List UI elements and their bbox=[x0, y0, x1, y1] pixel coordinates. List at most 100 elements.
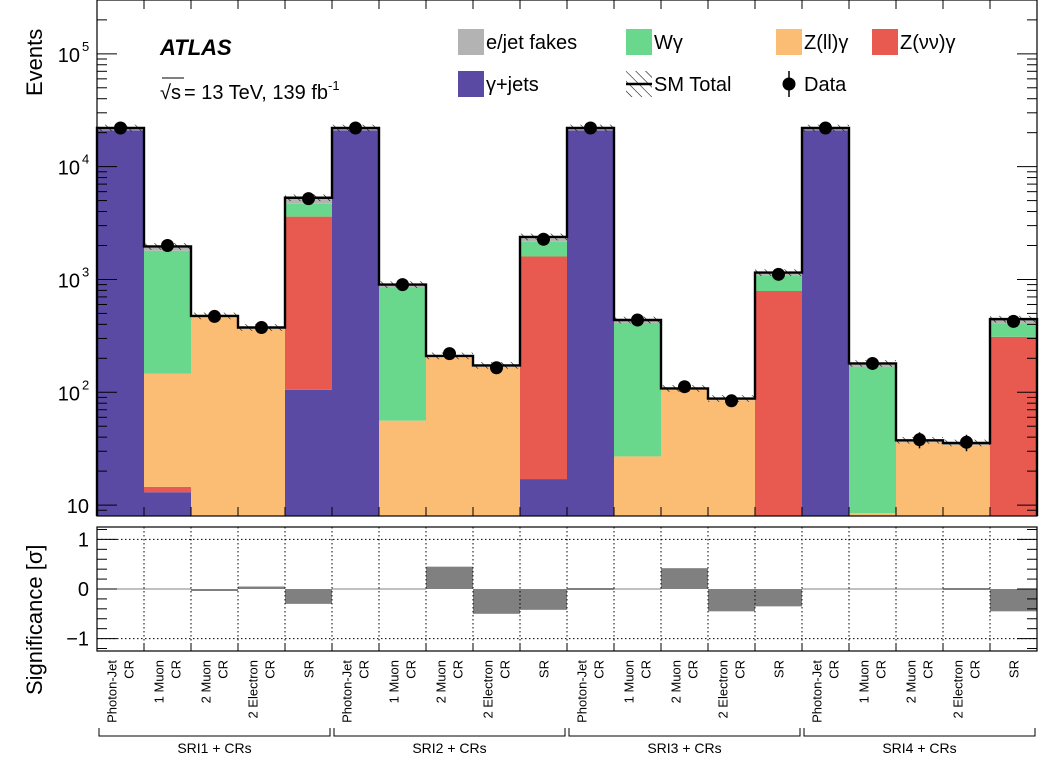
category-label-6: Photon-Jet CR bbox=[340, 660, 372, 723]
sig-bar-10 bbox=[520, 589, 567, 610]
data-point-19 bbox=[960, 435, 973, 449]
bar-1-11 bbox=[567, 130, 615, 516]
category-line: 2 Muon bbox=[904, 660, 919, 703]
data-point-17 bbox=[866, 356, 879, 370]
group-labels: SRI1 + CRs SRI2 + CRs SRI3 + CRs SRI4 + CRs bbox=[98, 728, 1036, 756]
category-line: CR bbox=[357, 660, 372, 679]
sig-bar-11 bbox=[567, 588, 614, 591]
legend-item-3: Z(ll)γ bbox=[776, 29, 848, 55]
category-line: SR bbox=[1007, 660, 1022, 678]
data-point-16 bbox=[819, 121, 832, 135]
bar-3-19 bbox=[943, 445, 991, 516]
category-line: CR bbox=[874, 660, 889, 679]
category-line: 2 Muon bbox=[434, 660, 449, 703]
ytick-label-5: 10 bbox=[58, 45, 80, 67]
legend-label: SM Total bbox=[654, 74, 731, 96]
category-line: 1 Muon bbox=[152, 660, 167, 703]
sig-bar-13 bbox=[661, 568, 708, 589]
data-point-10 bbox=[537, 232, 550, 246]
bar-3-14 bbox=[708, 400, 756, 516]
bar-2-2 bbox=[144, 486, 192, 493]
legend-swatch bbox=[872, 29, 898, 55]
svg-text:√s= 13 TeV, 139 fb-1: √s = 13 TeV, 139 fb-1 bbox=[160, 78, 340, 104]
legend-item-1: e/jet fakes bbox=[458, 29, 577, 55]
sig-bar-20 bbox=[990, 589, 1037, 612]
category-line: CR bbox=[592, 660, 607, 679]
bar-4-17 bbox=[849, 366, 897, 514]
category-label-4: 2 Electron CR bbox=[246, 660, 278, 719]
category-label-18: 2 Muon CR bbox=[904, 660, 936, 703]
category-line: Photon-Jet bbox=[810, 660, 825, 723]
category-line: CR bbox=[263, 660, 278, 679]
category-label-11: Photon-Jet CR bbox=[575, 660, 607, 723]
bar-1-6 bbox=[332, 130, 380, 516]
data-point-9 bbox=[490, 361, 503, 375]
bar-3-12 bbox=[614, 456, 662, 516]
bar-3-3 bbox=[191, 317, 239, 516]
category-label-5: SR bbox=[302, 660, 317, 678]
data-point-15 bbox=[772, 267, 785, 281]
group-bracket bbox=[568, 728, 801, 737]
category-line: 1 Muon bbox=[622, 660, 637, 703]
legend-label: e/jet fakes bbox=[486, 32, 577, 54]
category-line: CR bbox=[639, 660, 654, 679]
ratio-y-axis-label: Significance [σ] bbox=[22, 544, 47, 695]
legend-swatch bbox=[776, 29, 802, 55]
main-x-ticks bbox=[96, 0, 1038, 516]
significance-bars bbox=[97, 566, 1037, 614]
category-line: CR bbox=[733, 660, 748, 679]
group-3: SRI3 + CRs bbox=[568, 728, 801, 756]
category-label-12: 1 Muon CR bbox=[622, 660, 654, 703]
category-line: CR bbox=[827, 660, 842, 679]
bar-4-12 bbox=[614, 322, 662, 457]
legend-item-4: Z(νν)γ bbox=[872, 29, 956, 55]
group-label: SRI1 + CRs bbox=[177, 740, 251, 756]
data-point-13 bbox=[678, 380, 691, 394]
ytick-label-2: 10 bbox=[58, 383, 80, 405]
atlas-label: ATLAS bbox=[159, 35, 232, 60]
category-label-3: 2 Muon CR bbox=[199, 660, 231, 703]
category-line: 1 Muon bbox=[857, 660, 872, 703]
category-line: CR bbox=[921, 660, 936, 679]
rtick-label-2: 0 bbox=[78, 579, 89, 601]
data-point-3 bbox=[208, 309, 221, 323]
sig-bar-4 bbox=[238, 586, 285, 589]
legend: e/jet fakes Wγ Z(ll)γ Z(νν)γ γ+jets SM Total D… bbox=[458, 29, 956, 97]
sm-total-line bbox=[95, 126, 1039, 516]
legend-item-7: Data bbox=[782, 71, 847, 97]
ytick-label-4: 10 bbox=[58, 158, 80, 180]
sig-bar-14 bbox=[708, 589, 755, 612]
data-point-14 bbox=[725, 394, 738, 408]
energy-label: √s = 13 TeV, 139 fb-1 bbox=[160, 77, 340, 104]
bar-1-16 bbox=[802, 130, 850, 516]
bar-3-4 bbox=[238, 328, 286, 516]
data-point-8 bbox=[443, 347, 456, 361]
category-line: 2 Electron bbox=[246, 660, 261, 719]
group-label: SRI2 + CRs bbox=[412, 740, 486, 756]
category-line: 2 Electron bbox=[716, 660, 731, 719]
category-label-7: 1 Muon CR bbox=[387, 660, 419, 703]
sig-bar-15 bbox=[755, 589, 802, 607]
category-label-20: SR bbox=[1007, 660, 1022, 678]
ytick-label-1: 10 bbox=[67, 496, 89, 518]
group-1: SRI1 + CRs bbox=[98, 728, 331, 756]
legend-label: Z(ll)γ bbox=[804, 32, 848, 54]
category-label-9: 2 Electron CR bbox=[481, 660, 513, 719]
category-label-15: SR bbox=[772, 660, 787, 678]
category-label-13: 2 Muon CR bbox=[669, 660, 701, 703]
group-bracket bbox=[803, 728, 1036, 737]
data-point-1 bbox=[114, 121, 127, 135]
bar-2-10 bbox=[520, 256, 568, 480]
bar-1-5 bbox=[285, 389, 333, 516]
group-label: SRI4 + CRs bbox=[882, 740, 956, 756]
bar-4-10 bbox=[520, 241, 568, 257]
bar-3-7 bbox=[379, 420, 427, 516]
bar-3-18 bbox=[896, 442, 944, 516]
data-points bbox=[114, 121, 1020, 452]
legend-swatch bbox=[458, 71, 484, 97]
bar-4-20 bbox=[990, 323, 1037, 337]
bar-2-5 bbox=[285, 216, 333, 390]
data-point-6 bbox=[349, 121, 362, 135]
legend-swatch bbox=[458, 29, 484, 55]
